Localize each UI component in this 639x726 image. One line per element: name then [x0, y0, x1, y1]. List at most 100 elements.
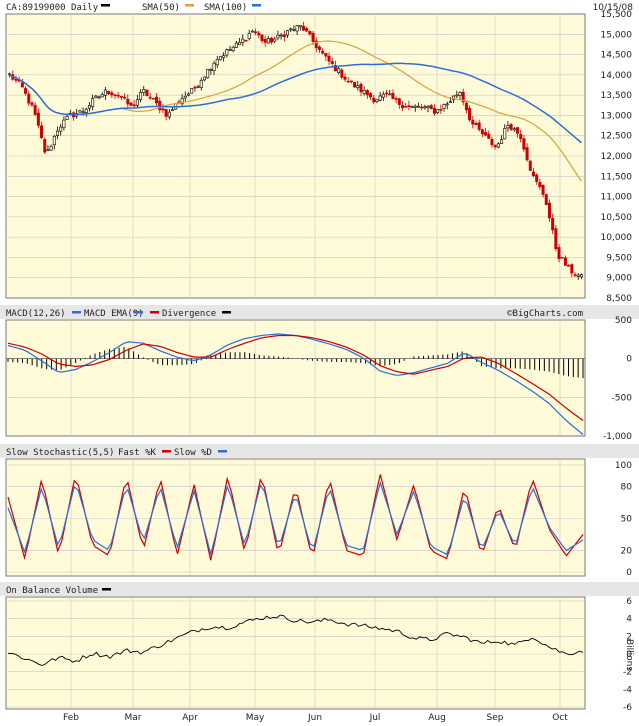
month-label-sep: Sep: [487, 713, 504, 723]
candle-body-94: [308, 31, 312, 35]
candle-body-112: [365, 90, 369, 96]
y-tick-label-0: 15,500: [601, 10, 633, 20]
candle-body-141: [458, 92, 462, 96]
y-tick-label-11: 10,000: [601, 233, 633, 243]
candle-body-123: [401, 105, 405, 108]
candle-body-127: [413, 105, 417, 108]
candle-body-10: [40, 125, 44, 139]
candle-body-138: [448, 101, 452, 103]
candle-body-158: [512, 128, 516, 131]
obv-label: On Balance Volume: [6, 586, 98, 596]
obv-gridlines: [6, 597, 585, 709]
candle-body-47: [158, 100, 162, 111]
candle-body-67: [222, 55, 226, 58]
candle-body-85: [279, 34, 283, 37]
candle-body-178: [576, 274, 580, 277]
stoch-gridlines: [6, 459, 585, 576]
candle-body-126: [410, 106, 414, 108]
obv-header-bar: [0, 582, 639, 596]
y-tick-label-9: 11,000: [601, 193, 633, 203]
candle-body-69: [228, 49, 232, 52]
candle-body-118: [385, 92, 389, 95]
candle-body-29: [100, 94, 104, 98]
stoch-d-line: [7, 480, 584, 557]
month-label-jul: Jul: [369, 713, 381, 723]
sma50-swatch: [185, 4, 194, 7]
candle-body-166: [538, 182, 542, 188]
candle-body-5: [24, 88, 28, 94]
candle-body-102: [333, 65, 337, 72]
candle-body-124: [404, 106, 408, 108]
candle-body-134: [436, 109, 440, 113]
month-label-oct: Oct: [552, 713, 568, 723]
candle-body-100: [327, 55, 331, 62]
y-tick-label-1: 0: [626, 355, 632, 365]
price-panel: CA:89199000 Daily SMA(50) SMA(100) 10/15…: [5, 3, 633, 304]
candle-body-176: [570, 264, 574, 274]
y-tick-label-12: 9,500: [606, 253, 632, 263]
candle-body-111: [362, 89, 366, 94]
divergence-swatch: [222, 311, 231, 314]
candle-body-16: [59, 126, 63, 132]
candle-body-137: [445, 103, 449, 106]
candle-body-95: [311, 32, 315, 42]
candle-body-122: [397, 98, 401, 105]
candle-body-27: [94, 95, 98, 98]
candle-body-173: [560, 256, 564, 259]
candle-body-13: [49, 145, 53, 151]
month-label-feb: Feb: [63, 713, 79, 723]
candle-body-117: [381, 93, 385, 98]
candle-body-4: [20, 82, 24, 88]
candle-body-159: [516, 127, 520, 134]
candle-body-161: [522, 138, 526, 150]
y-tick-label-5: -4: [623, 685, 632, 695]
fast-k-swatch: [162, 450, 171, 453]
y-tick-label-6: -6: [623, 703, 632, 713]
candle-body-171: [554, 228, 558, 250]
candle-body-149: [484, 132, 488, 136]
candle-body-63: [209, 68, 213, 71]
candle-body-71: [234, 42, 238, 48]
candle-body-79: [260, 34, 264, 41]
candle-body-11: [43, 139, 47, 153]
macd-histogram: [6, 347, 585, 379]
obv-panel: On Balance Volume 6 4 2 0 -2 -4 -6 Billions: [0, 582, 639, 713]
candle-body-23: [81, 111, 85, 114]
candle-body-97: [317, 46, 321, 50]
candle-body-45: [151, 97, 155, 100]
candle-body-135: [439, 109, 443, 111]
candle-body-28: [97, 96, 101, 99]
candle-body-143: [464, 102, 468, 111]
candle-body-50: [167, 111, 171, 118]
obv-plot-area: [5, 596, 586, 710]
candle-body-75: [247, 33, 251, 40]
candle-body-130: [423, 106, 427, 109]
obv-y-axis: 6 4 2 0 -2 -4 -6: [623, 597, 632, 713]
y-tick-label-2: 50: [621, 515, 633, 525]
month-label-may: May: [246, 713, 265, 723]
candle-body-60: [199, 80, 203, 89]
candle-body-120: [391, 93, 395, 99]
candle-body-22: [78, 110, 82, 113]
candle-body-169: [547, 202, 551, 219]
candle-body-39: [132, 104, 136, 107]
y-tick-label-4: 0: [626, 568, 632, 578]
candle-body-57: [190, 88, 194, 94]
stoch-label: Slow Stochastic(5,5): [6, 448, 114, 458]
candle-body-0: [8, 73, 12, 76]
candle-body-8: [33, 104, 37, 115]
candle-body-144: [468, 107, 472, 121]
candle-body-35: [119, 96, 123, 98]
candle-body-150: [487, 133, 491, 139]
candle-body-31: [107, 90, 111, 95]
stoch-k-line: [7, 474, 584, 561]
candle-body-128: [416, 105, 420, 108]
candle-body-44: [148, 96, 152, 99]
macd-ema-label: MACD EMA(9): [84, 309, 144, 319]
candle-body-139: [452, 95, 456, 101]
candle-body-105: [343, 76, 347, 80]
candle-body-106: [346, 80, 350, 83]
candle-body-72: [238, 42, 242, 46]
credit-label: ©BigCharts.com: [507, 309, 583, 319]
candle-body-129: [420, 106, 424, 109]
